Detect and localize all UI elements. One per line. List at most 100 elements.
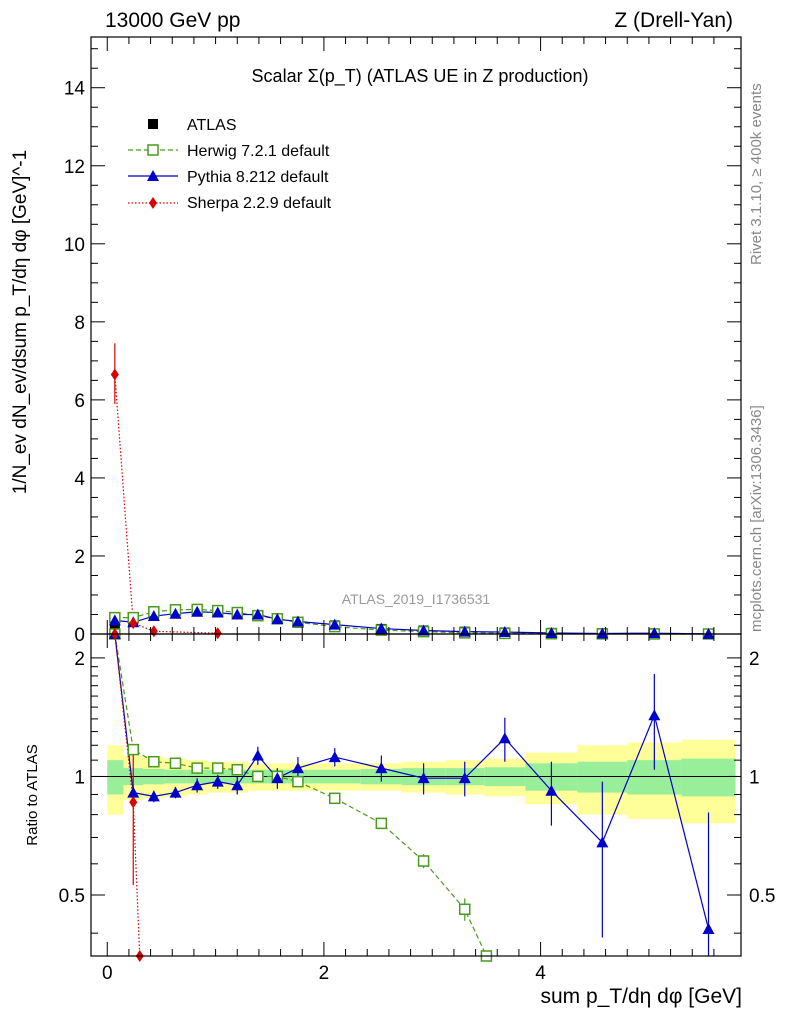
ratio-point-sherpa-1 [129,796,138,809]
legend-marker-pythia [147,170,159,181]
ratio-point-herwig-13 [459,903,471,916]
ratio-point-herwig-11 [375,817,388,830]
rivet-label: Rivet 3.1.10, ≥ 400k events [748,83,765,265]
main-y-axis-label: 1/N_ev dN_ev/dsum p_T/dη dφ [GeV]^-1 [10,150,31,494]
legend-marker-herwig [147,144,159,156]
header-left: 13000 GeV pp [105,9,240,32]
mcplots-label: mcplots.cern.ch [arXiv:1306.3436] [748,405,765,632]
main-line-pythia [114,611,709,635]
main-y-tick-label-14: 14 [64,79,86,100]
ratio-point-pythia-9 [291,762,304,774]
ratio-point-herwig-6 [231,763,243,776]
main-point-pythia-3 [169,607,182,619]
header-right: Z (Drell-Yan) [614,9,733,32]
series-lines [114,374,710,957]
ratio-point-herwig-4 [191,762,203,774]
legend-entry-herwig: Herwig 7.2.1 default [128,143,330,160]
chart-title: Scalar Σ(p_T) (ATLAS UE in Z production) [252,66,589,87]
main-point-sherpa-0 [110,368,119,381]
ratio-y-axis-label: Ratio to ATLAS [24,744,41,845]
main-point-pythia-12 [417,624,430,636]
main-y-tick-label-8: 8 [74,313,85,334]
legend-label-pythia: Pythia 8.212 default [187,169,329,186]
main-line-sherpa [114,374,218,634]
legend-entry-pythia: Pythia 8.212 default [128,169,329,186]
main-y-tick-label-10: 10 [64,235,85,256]
main-y-tick-label-6: 6 [74,391,85,412]
main-point-pythia-0 [108,614,121,626]
ratio-point-pythia-3 [169,786,182,798]
main-point-pythia-9 [291,615,304,627]
ratio-y-tick-label-right-0.5: 0.5 [749,886,775,907]
ratio-point-pythia-8 [271,772,284,784]
ratio-point-pythia-18 [702,922,715,934]
legend-label-atlas: ATLAS [187,117,237,134]
data-markers [108,368,715,962]
ratio-point-pythia-1 [127,786,140,798]
main-point-pythia-7 [251,608,264,620]
main-point-pythia-10 [328,618,341,630]
main-point-pythia-8 [271,613,284,625]
ratio-point-pythia-10 [328,751,341,763]
ratio-point-pythia-13 [458,772,471,784]
ratio-point-herwig-5 [212,762,224,774]
main-point-pythia-5 [211,606,224,618]
ratio-point-herwig-12 [417,855,430,867]
main-point-pythia-4 [191,605,204,617]
legend-label-herwig: Herwig 7.2.1 default [187,143,330,160]
ratio-y-tick-label-2: 2 [74,649,85,670]
ratio-point-pythia-15 [545,784,558,796]
ratio-y-tick-label-right-2: 2 [749,649,760,670]
ratio-point-herwig-3 [169,757,182,770]
ratio-point-pythia-11 [375,762,388,774]
main-y-tick-label-2: 2 [74,547,85,568]
ratio-point-pythia-7 [251,749,264,761]
x-tick-label-2: 2 [319,963,330,984]
ratio-point-pythia-4 [191,779,204,791]
ratio-point-pythia-17 [648,709,661,721]
ratio-y-tick-label-right-1: 1 [749,767,760,788]
error-bars [114,343,710,956]
legend: ATLAS Herwig 7.2.1 default Pythia 8.212 … [128,117,332,212]
main-point-pythia-18 [702,627,715,639]
ratio-plot-frame [90,633,742,957]
ratio-point-herwig-2 [148,755,160,768]
legend-marker-sherpa [149,197,157,209]
main-y-tick-label-0: 0 [74,625,85,646]
x-axis-label: sum p_T/dη dφ [GeV] [540,985,742,1008]
plot-frames [90,36,742,957]
ratio-line-herwig [114,633,487,957]
main-y-tick-label-12: 12 [64,157,85,178]
band-stat-18 [681,758,736,797]
ratio-point-pythia-5 [211,775,224,787]
main-point-pythia-2 [147,610,160,622]
x-tick-label-0: 0 [102,963,113,984]
ratio-point-herwig-9 [292,775,304,788]
ratio-point-pythia-12 [417,772,430,784]
ratio-y-tick-label-0.5: 0.5 [59,886,85,907]
main-y-tick-label-4: 4 [74,469,85,490]
main-point-pythia-11 [375,622,388,634]
analysis-watermark: ATLAS_2019_I1736531 [342,591,491,607]
legend-entry-atlas: ATLAS [148,117,237,134]
band-stat-0 [107,760,124,795]
legend-marker-atlas [148,119,158,129]
main-point-pythia-15 [545,626,558,638]
ratio-uncertainty-bands [91,739,741,824]
main-point-sherpa-3 [213,627,222,640]
ratio-point-pythia-14 [498,732,511,744]
ratio-point-pythia-6 [231,779,244,791]
main-point-sherpa-1 [129,617,138,630]
ratio-point-pythia-16 [596,836,609,848]
legend-entry-sherpa: Sherpa 2.2.9 default [128,195,332,212]
legend-label-sherpa: Sherpa 2.2.9 default [187,195,332,212]
x-tick-label-4: 4 [535,963,546,984]
ratio-point-herwig-7 [252,770,264,783]
main-point-pythia-6 [231,608,244,620]
ratio-point-pythia-2 [147,790,160,802]
ratio-y-tick-label-1: 1 [74,767,85,788]
main-point-pythia-17 [648,627,661,639]
ratio-point-herwig-10 [329,792,341,805]
